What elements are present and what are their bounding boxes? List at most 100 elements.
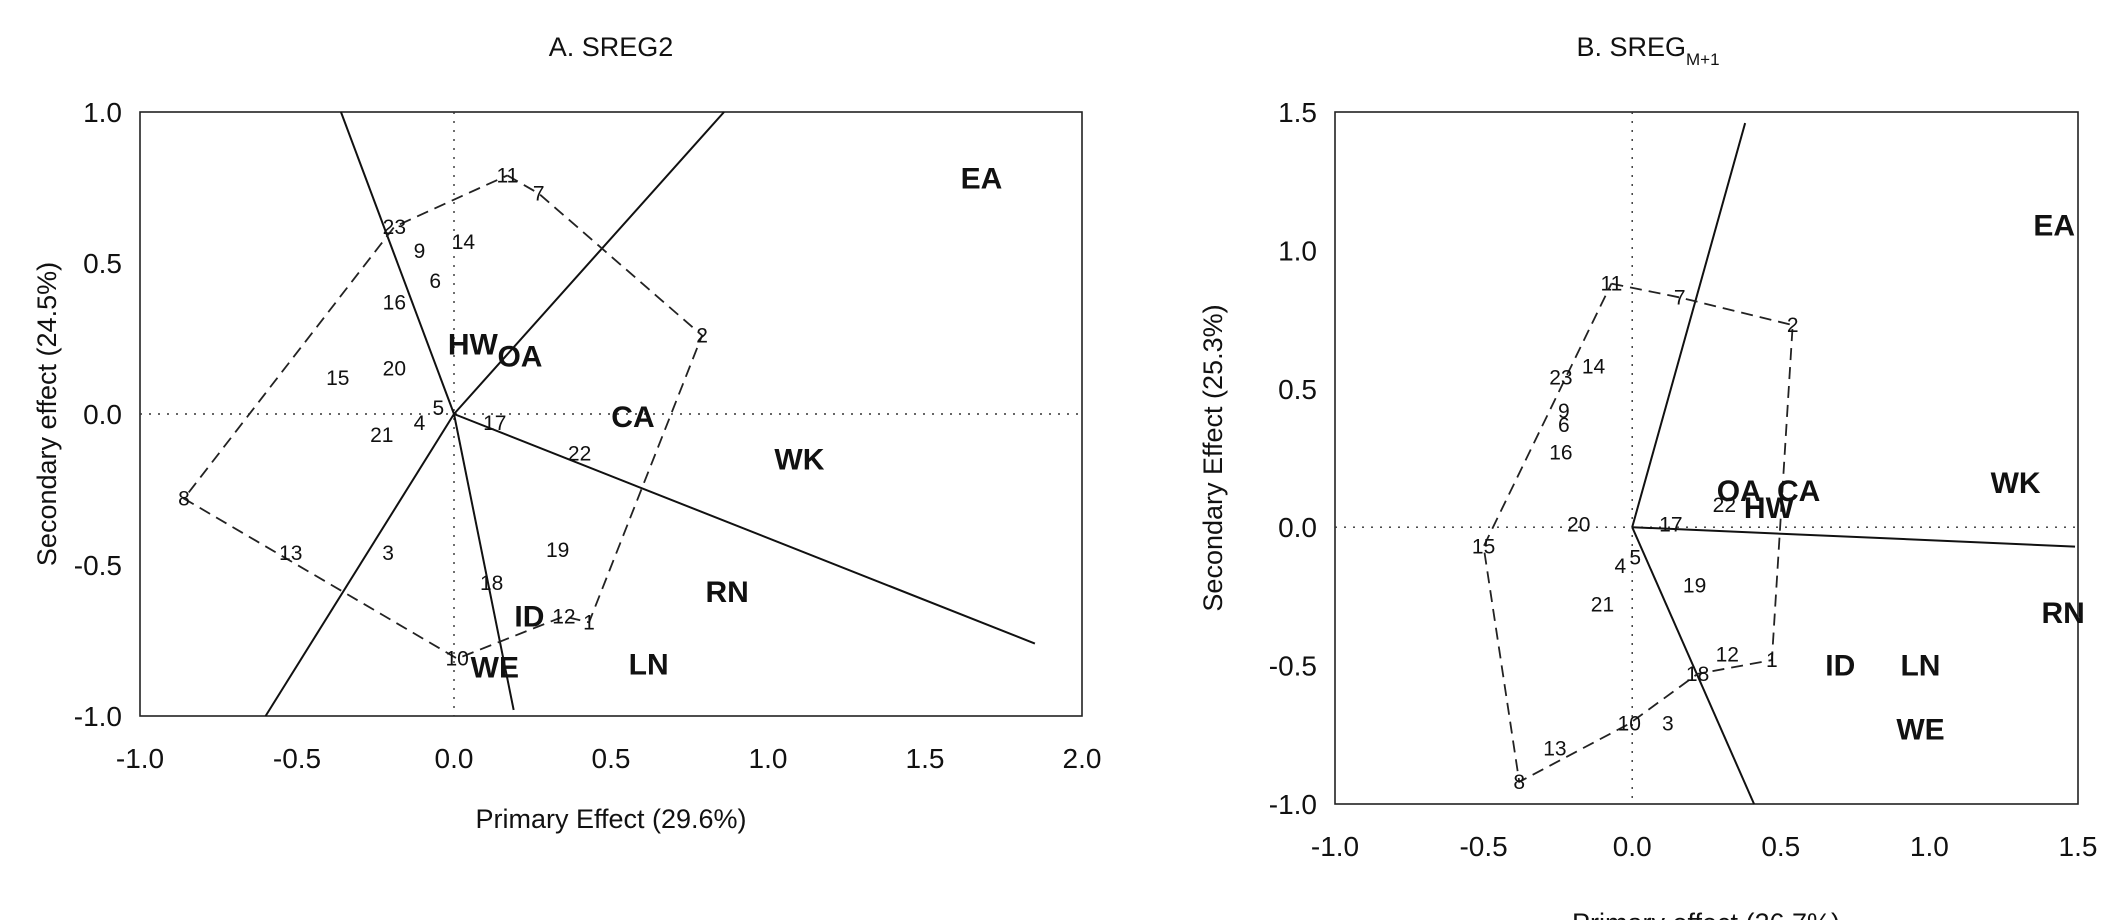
panel-a-genotype-point-2: 2 — [696, 324, 708, 347]
panel-a-rays — [264, 111, 1036, 717]
panel-a-environment-ln: LN — [629, 649, 669, 682]
panel-a-genotype-point-6: 6 — [429, 270, 441, 293]
panel-b-y-tick-label: 0.5 — [1278, 374, 1317, 405]
panel-b-hull-polygon — [1482, 282, 1794, 784]
panel-a-genotype-point-14: 14 — [452, 231, 476, 254]
panel-a-genotype-point-8: 8 — [178, 488, 190, 511]
panel-b-environment-we: WE — [1896, 713, 1944, 746]
panel-a-y-axis-label: Secondary effect (24.5%) — [32, 262, 62, 566]
panel-b-genotype-point-21: 21 — [1591, 594, 1614, 617]
panel-a-genotype-point-4: 4 — [414, 412, 426, 435]
panel-b-environment-ln: LN — [1900, 650, 1940, 683]
panel-b-x-tick-label: -0.5 — [1459, 831, 1507, 862]
panel-b-genotype-point-15: 15 — [1472, 536, 1495, 559]
panel-b-x-tick-label: 0.5 — [1761, 831, 1800, 862]
panel-a-sreg2: A. SREG2 Primary Effect (29.6%) Secondar… — [32, 32, 1101, 834]
panel-b-ray-line — [1631, 526, 1755, 805]
panel-b-genotype-point-14: 14 — [1582, 356, 1606, 379]
panel-a-genotype-point-15: 15 — [326, 367, 349, 390]
panel-b-y-tick-label: 1.5 — [1278, 97, 1317, 128]
panel-a-ray-line — [340, 111, 455, 415]
panel-b-y-tick-label: -0.5 — [1269, 651, 1317, 682]
panel-b-genotype-point-9: 9 — [1558, 400, 1570, 423]
panel-a-genotype-point-10: 10 — [445, 648, 468, 671]
panel-b-environment-id: ID — [1825, 650, 1855, 683]
panel-a-genotype-point-22: 22 — [568, 442, 591, 465]
panel-b-ticks: -1.0 -0.5 0.0 0.5 1.0 1.5 1.5 1.0 0.5 0.0 -0.5 -1.0 — [1269, 97, 2098, 862]
panel-b-environment-ea: EA — [2033, 209, 2075, 242]
panel-a-ray-line — [453, 413, 515, 711]
panel-a-x-tick-label: 0.0 — [435, 743, 474, 774]
panel-a-y-tick-label: 0.0 — [83, 399, 122, 430]
panel-a-x-tick-label: -0.5 — [273, 743, 321, 774]
panel-b-origin-lines — [1335, 112, 2078, 804]
panel-b-genotype-point-13: 13 — [1543, 738, 1566, 761]
panel-b-rays — [1631, 122, 2076, 805]
panel-a-x-tick-label: -1.0 — [116, 743, 164, 774]
panel-b-title-main: B. SREG — [1576, 32, 1686, 62]
panel-a-genotype-point-23: 23 — [383, 216, 406, 239]
panel-b-environment-hw: HW — [1744, 492, 1795, 525]
panel-a-ray-line — [453, 111, 725, 415]
panel-b-genotype-point-12: 12 — [1716, 644, 1739, 667]
panel-b-x-axis-label: Primary effect (26.7%) — [1572, 908, 1840, 920]
panel-b-genotype-point-22: 22 — [1713, 494, 1736, 517]
panel-b-genotype-point-10: 10 — [1618, 713, 1641, 736]
panel-a-x-tick-label: 1.5 — [906, 743, 945, 774]
panel-b-polygon — [1482, 282, 1794, 784]
panel-b-x-tick-label: 0.0 — [1613, 831, 1652, 862]
panel-a-ticks: -1.0 -0.5 0.0 0.5 1.0 1.5 2.0 1.0 0.5 0.0 -0.5 -1.0 — [74, 97, 1102, 774]
panel-a-ray-line — [264, 413, 455, 717]
panel-b-y-tick-label: 1.0 — [1278, 235, 1317, 266]
panel-a-y-tick-label: 1.0 — [83, 97, 122, 128]
panel-a-environment-rn: RN — [706, 576, 749, 609]
panel-a-ray-line — [453, 413, 1036, 645]
panel-a-environment-wk: WK — [774, 443, 824, 476]
panel-b-ray-line — [1632, 526, 2076, 548]
panel-b-x-tick-label: -1.0 — [1311, 831, 1359, 862]
panel-a-environment-labels: EA HW OA CA WK RN ID WE LN — [448, 162, 1003, 684]
panel-a-environment-we: WE — [471, 652, 519, 685]
panel-b-genotype-labels: 11 7 2 23 14 96 16 22 17 20 15 54 19 21 12 1 18 10 3 13 8 — [1472, 273, 1799, 794]
panel-b-genotype-point-11: 11 — [1600, 273, 1622, 296]
panel-b-title: B. SREGM+1 — [1576, 32, 1719, 69]
panel-b-genotype-point-7: 7 — [1674, 286, 1686, 309]
panel-b-environment-ca: CA — [1777, 475, 1820, 508]
panel-b-environment-wk: WK — [1991, 467, 2041, 500]
panel-b-plot-frame — [1334, 111, 2079, 805]
panel-a-y-tick-label: -1.0 — [74, 701, 122, 732]
panel-a-genotype-point-9: 9 — [414, 240, 426, 263]
panel-b-genotype-point-16: 16 — [1549, 441, 1572, 464]
panel-b-genotype-point-3: 3 — [1662, 713, 1674, 736]
panel-b-x-tick-label: 1.0 — [1910, 831, 1949, 862]
panel-a-genotype-point-7: 7 — [533, 183, 545, 206]
panel-a-environment-hw: HW — [448, 329, 499, 362]
panel-b-genotype-point-1: 1 — [1766, 649, 1778, 672]
panel-a-environment-id: ID — [514, 600, 544, 633]
panel-a-genotype-point-11: 11 — [496, 164, 518, 187]
panel-a-title: A. SREG2 — [549, 32, 674, 62]
panel-a-origin-lines — [140, 112, 1082, 716]
panel-b-genotype-point-4: 4 — [1614, 555, 1626, 578]
panel-a-environment-ca: CA — [611, 401, 654, 434]
panel-b-genotype-point-6: 6 — [1558, 414, 1570, 437]
panel-a-y-tick-label: -0.5 — [74, 550, 122, 581]
panel-a-genotype-point-16: 16 — [383, 291, 406, 314]
panel-b-genotype-point-19: 19 — [1683, 574, 1706, 597]
panel-a-genotype-point-17: 17 — [483, 412, 506, 435]
panel-b-y-axis-label: Secondary Effect (25.3%) — [1198, 304, 1228, 611]
panel-a-genotype-point-3: 3 — [382, 542, 394, 565]
panel-b-genotype-point-2: 2 — [1787, 314, 1799, 337]
panel-b-ray-line — [1631, 122, 1747, 528]
panel-a-genotype-point-12: 12 — [552, 605, 575, 628]
panel-b-x-tick-label: 1.5 — [2059, 831, 2098, 862]
panel-b-environment-oa: OA — [1717, 475, 1762, 508]
panel-a-x-tick-label: 0.5 — [592, 743, 631, 774]
panel-a-environment-ea: EA — [961, 162, 1003, 195]
panel-a-genotype-point-20: 20 — [383, 358, 406, 381]
panel-b-y-tick-label: -1.0 — [1269, 789, 1317, 820]
panel-a-x-tick-label: 2.0 — [1063, 743, 1102, 774]
panel-a-genotype-point-19: 19 — [546, 539, 569, 562]
